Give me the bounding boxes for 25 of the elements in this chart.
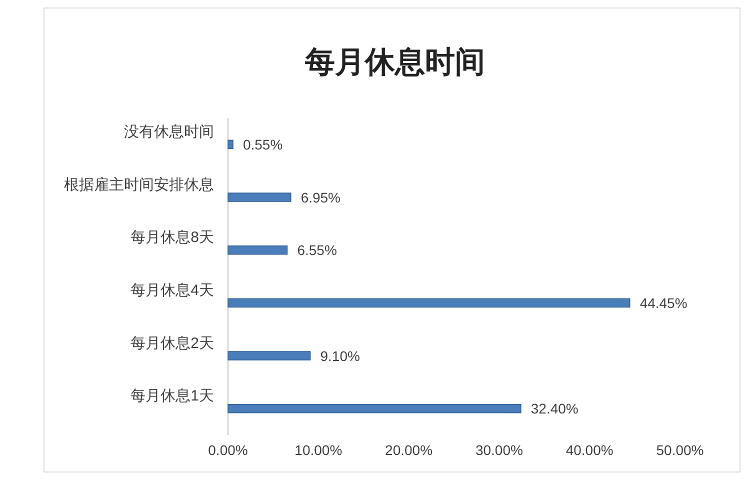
data-label: 6.95% xyxy=(300,189,341,206)
bar xyxy=(228,404,522,414)
data-label: 6.55% xyxy=(297,242,337,258)
y-tick-label: 每月休息4天 xyxy=(130,282,214,299)
x-tick-label: 50.00% xyxy=(656,442,704,458)
x-tick-label: 40.00% xyxy=(566,442,614,458)
data-label: 32.40% xyxy=(530,400,578,417)
data-label: 9.10% xyxy=(320,348,360,364)
bar xyxy=(228,192,292,202)
y-tick-label: 每月休息8天 xyxy=(130,229,214,246)
x-tick-label: 30.00% xyxy=(475,442,523,458)
x-tick-label: 20.00% xyxy=(385,442,433,458)
bar xyxy=(228,298,630,308)
data-label: 0.55% xyxy=(242,136,283,152)
x-tick-label: 0.00% xyxy=(208,442,248,458)
bar xyxy=(228,351,311,360)
bar xyxy=(228,245,288,255)
y-tick-label: 每月休息2天 xyxy=(130,334,214,352)
y-tick-label: 没有休息时间 xyxy=(124,123,214,140)
x-tick-label: 10.00% xyxy=(294,442,342,458)
chart-title: 每月休息时间 xyxy=(304,46,485,79)
bar xyxy=(228,140,234,150)
data-label: 44.45% xyxy=(640,294,688,311)
y-tick-label: 根据雇主时间安排休息 xyxy=(64,176,214,194)
y-tick-label: 每月休息1天 xyxy=(130,388,214,405)
